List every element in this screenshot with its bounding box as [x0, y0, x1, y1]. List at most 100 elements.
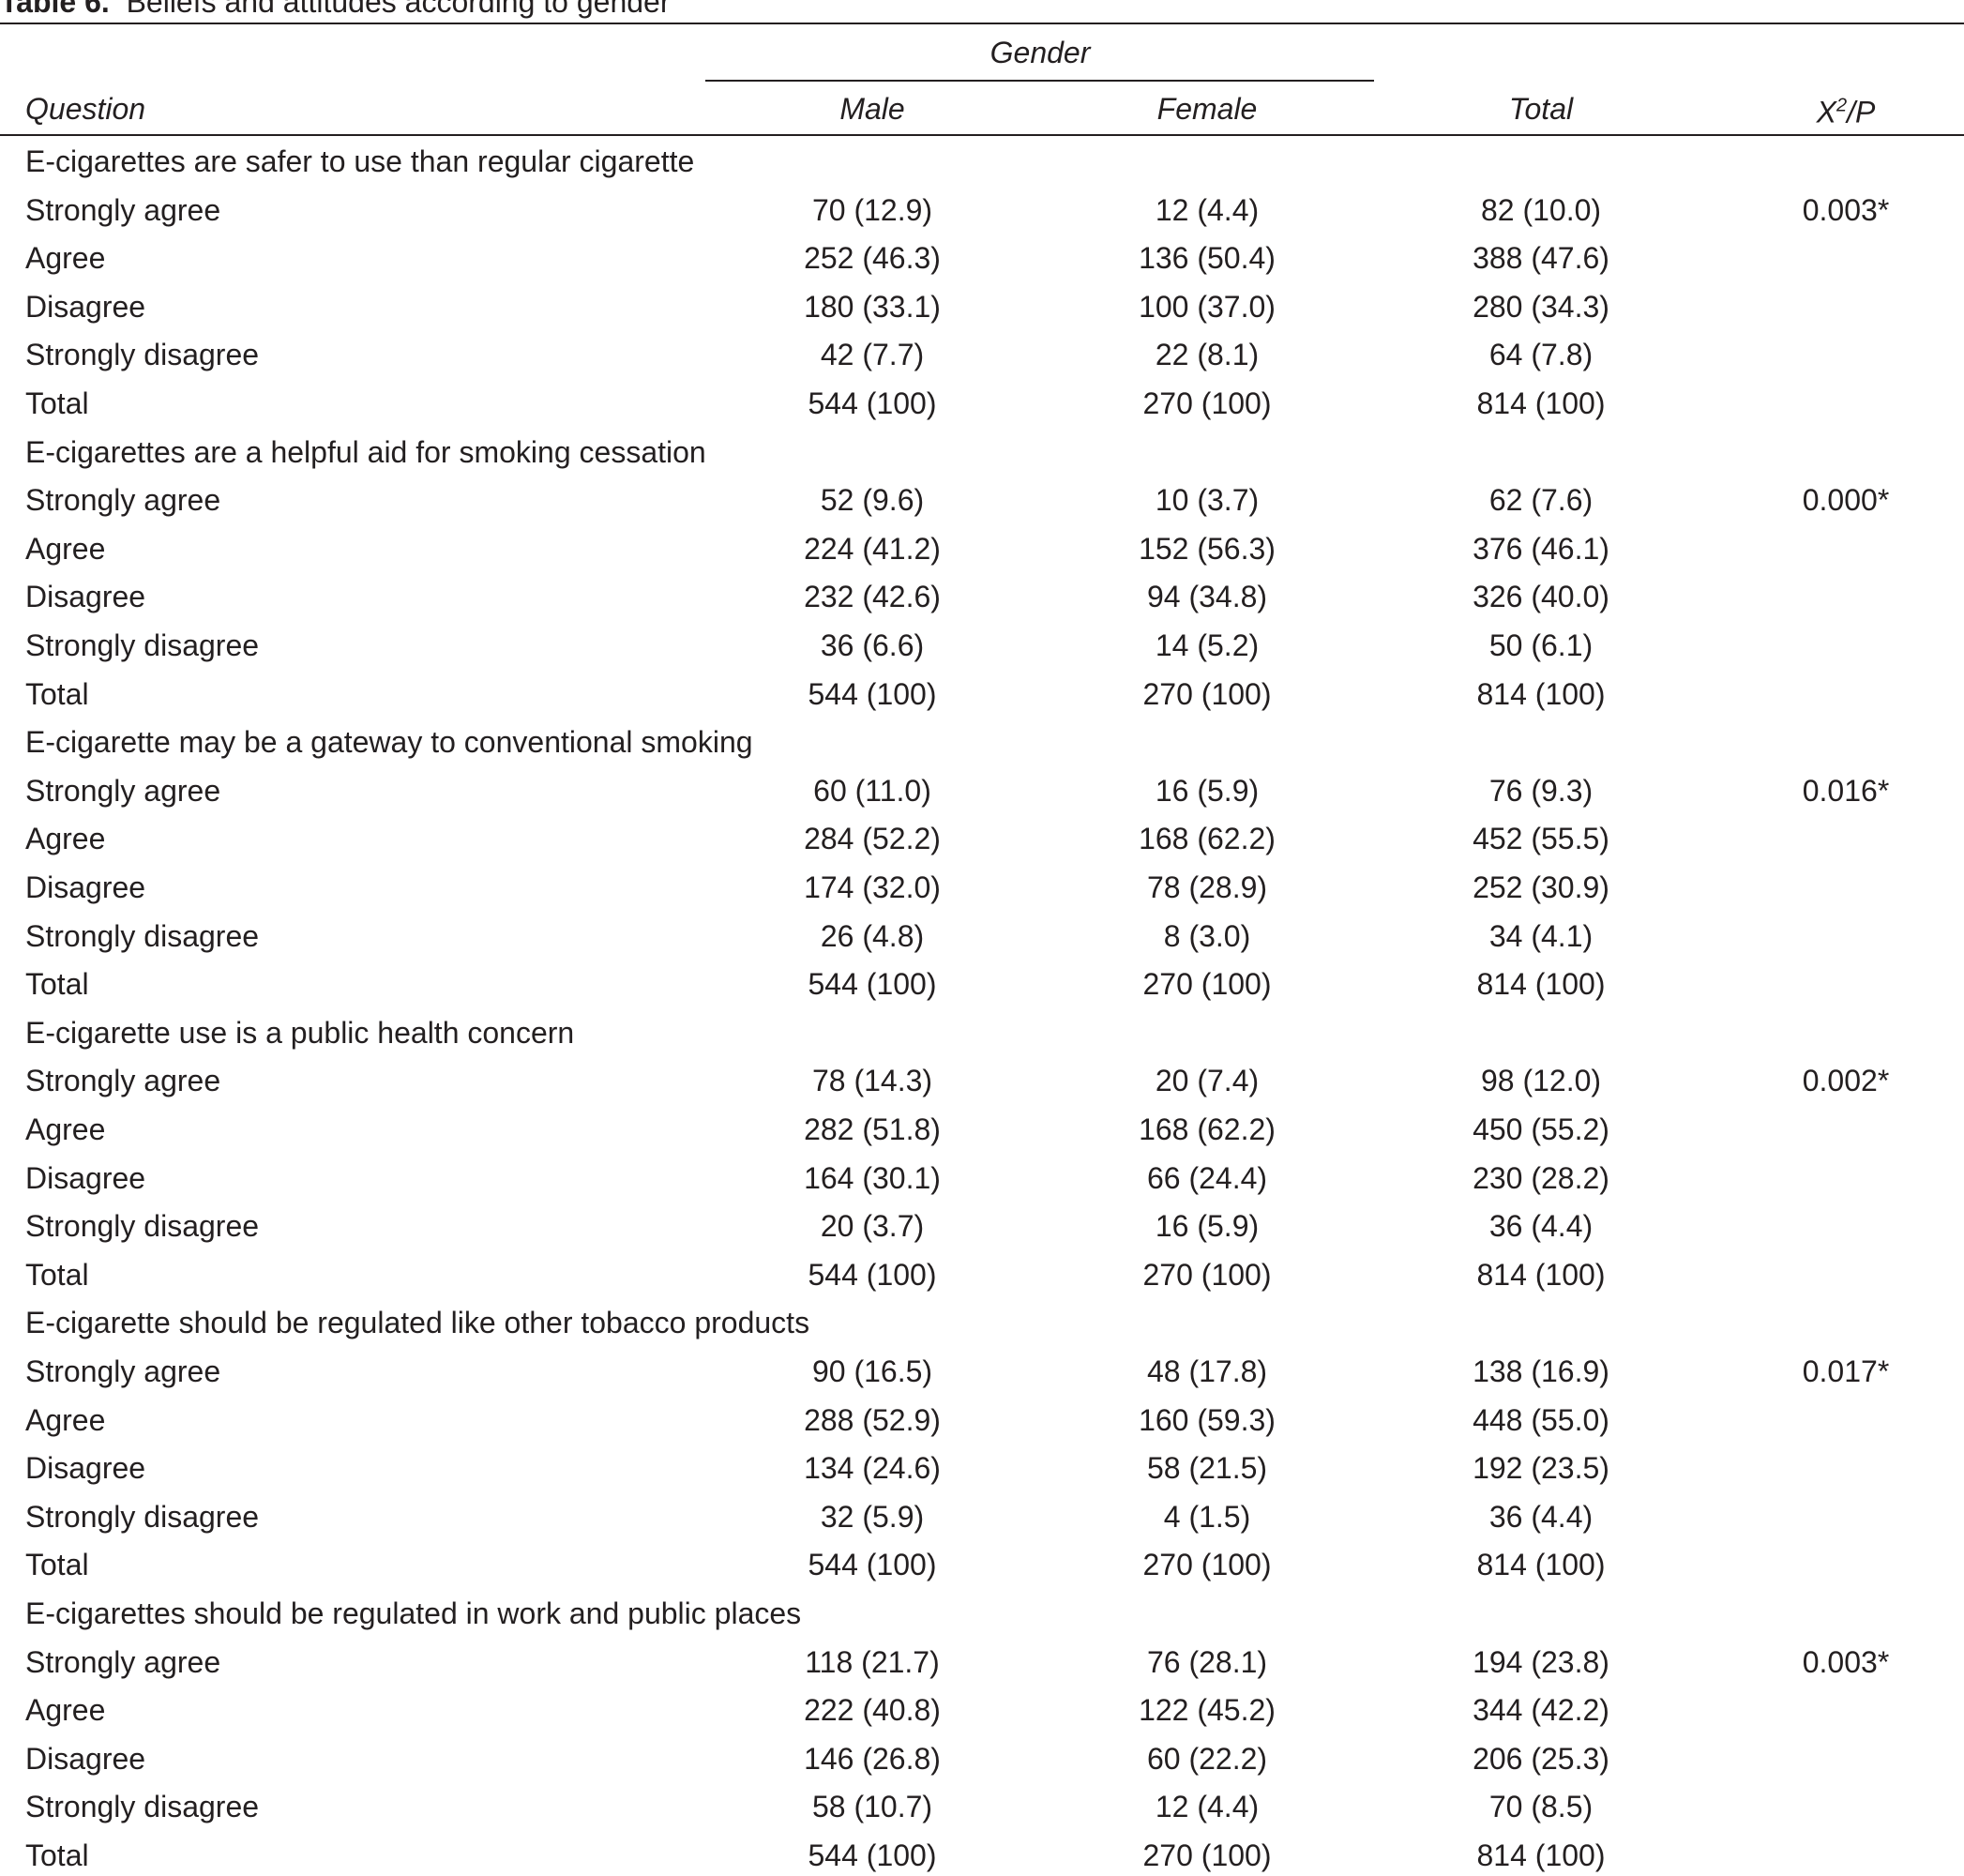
- row-label: Strongly agree: [25, 773, 221, 808]
- cell: 814 (100): [1476, 676, 1606, 711]
- title-text: Beliefs and attitudes according to gende…: [126, 0, 671, 19]
- p-value: 0.017*: [1802, 1354, 1890, 1388]
- cell: 160 (59.3): [1139, 1402, 1276, 1437]
- row-label: Total: [25, 1257, 89, 1292]
- cell: 814 (100): [1476, 1257, 1606, 1292]
- cell: 270 (100): [1142, 1838, 1272, 1872]
- cell: 168 (62.2): [1139, 822, 1276, 856]
- cell: 288 (52.9): [804, 1402, 941, 1437]
- row-label: Strongly disagree: [25, 1499, 260, 1534]
- cell: 136 (50.4): [1139, 241, 1276, 276]
- cell: 8 (3.0): [1163, 918, 1251, 953]
- cell: 12 (4.4): [1155, 1790, 1260, 1824]
- cell: 168 (62.2): [1139, 1112, 1276, 1146]
- cell: 64 (7.8): [1488, 338, 1594, 372]
- cell: 58 (21.5): [1146, 1451, 1268, 1486]
- cell: 252 (30.9): [1473, 870, 1609, 904]
- cell: 118 (21.7): [805, 1644, 940, 1679]
- cell: 60 (22.2): [1146, 1741, 1268, 1776]
- column-header: Female: [1156, 92, 1258, 126]
- row-label: Strongly disagree: [25, 628, 260, 662]
- cell: 270 (100): [1142, 967, 1272, 1002]
- stat-sup: 2: [1836, 95, 1848, 116]
- cell: 814 (100): [1476, 1548, 1606, 1582]
- cell: 284 (52.2): [804, 822, 941, 856]
- row-label: Agree: [25, 531, 106, 566]
- row-label: Agree: [25, 822, 106, 856]
- cell: 100 (37.0): [1139, 289, 1276, 324]
- row-label: Disagree: [25, 289, 146, 324]
- row-label: Strongly disagree: [25, 338, 260, 372]
- question-text: E-cigarettes are a helpful aid for smoki…: [25, 434, 706, 469]
- cell: 452 (55.5): [1473, 822, 1609, 856]
- cell: 26 (4.8): [820, 918, 925, 953]
- cell: 12 (4.4): [1155, 192, 1260, 227]
- cell: 10 (3.7): [1155, 483, 1260, 518]
- cell: 544 (100): [808, 1838, 937, 1872]
- cell: 14 (5.2): [1155, 628, 1260, 662]
- cell: 252 (46.3): [804, 241, 941, 276]
- cell: 180 (33.1): [804, 289, 941, 324]
- cell: 152 (56.3): [1139, 531, 1276, 566]
- row-label: Agree: [25, 1402, 106, 1437]
- cell: 52 (9.6): [820, 483, 925, 518]
- cell: 544 (100): [808, 1257, 937, 1292]
- row-label: Strongly agree: [25, 1644, 221, 1679]
- cell: 174 (32.0): [804, 870, 941, 904]
- cell: 814 (100): [1476, 1838, 1606, 1872]
- stat-rest: /P: [1847, 95, 1876, 129]
- question-text: E-cigarette may be a gateway to conventi…: [25, 725, 753, 760]
- row-label: Strongly disagree: [25, 918, 260, 953]
- group-header: Gender: [990, 36, 1091, 69]
- cell: 270 (100): [1142, 386, 1272, 420]
- cell: 78 (28.9): [1146, 870, 1268, 904]
- question-text: E-cigarette use is a public health conce…: [25, 1015, 575, 1050]
- row-label: Total: [25, 676, 89, 711]
- cell: 122 (45.2): [1139, 1693, 1276, 1728]
- cell: 16 (5.9): [1155, 1209, 1260, 1244]
- column-header: Question: [25, 92, 146, 126]
- cell: 90 (16.5): [811, 1354, 933, 1388]
- cell: 20 (7.4): [1155, 1064, 1260, 1098]
- row-label: Agree: [25, 241, 106, 276]
- cell: 232 (42.6): [804, 580, 941, 614]
- top-rule: [0, 23, 1964, 24]
- cell: 270 (100): [1142, 1548, 1272, 1582]
- row-label: Disagree: [25, 1160, 146, 1195]
- row-label: Strongly disagree: [25, 1790, 260, 1824]
- cell: 60 (11.0): [813, 773, 931, 808]
- row-label: Disagree: [25, 1451, 146, 1486]
- cell: 164 (30.1): [804, 1160, 941, 1195]
- row-label: Total: [25, 967, 89, 1002]
- cell: 58 (10.7): [811, 1790, 933, 1824]
- cell: 282 (51.8): [804, 1112, 941, 1146]
- p-value: 0.000*: [1802, 483, 1890, 518]
- question-text: E-cigarettes should be regulated in work…: [25, 1596, 802, 1630]
- cell: 36 (4.4): [1488, 1499, 1594, 1534]
- row-label: Agree: [25, 1112, 106, 1146]
- row-label: Total: [25, 1838, 89, 1872]
- row-label: Total: [25, 1548, 89, 1582]
- cell: 48 (17.8): [1146, 1354, 1268, 1388]
- cell: 146 (26.8): [804, 1741, 941, 1776]
- cell: 78 (14.3): [811, 1064, 933, 1098]
- cell: 98 (12.0): [1480, 1064, 1602, 1098]
- cell: 70 (8.5): [1488, 1790, 1594, 1824]
- row-label: Strongly agree: [25, 192, 221, 227]
- cell: 4 (1.5): [1163, 1499, 1251, 1534]
- cell: 280 (34.3): [1473, 289, 1609, 324]
- row-label: Strongly agree: [25, 1064, 221, 1098]
- cell: 36 (4.4): [1488, 1209, 1594, 1244]
- p-value: 0.016*: [1802, 773, 1890, 808]
- cell: 134 (24.6): [804, 1451, 941, 1486]
- cell: 22 (8.1): [1155, 338, 1260, 372]
- cell: 224 (41.2): [804, 531, 941, 566]
- cell: 544 (100): [808, 1548, 937, 1582]
- cell: 32 (5.9): [820, 1499, 925, 1534]
- question-text: E-cigarettes are safer to use than regul…: [25, 144, 695, 178]
- cell: 194 (23.8): [1473, 1644, 1609, 1679]
- cell: 138 (16.9): [1473, 1354, 1609, 1388]
- cell: 544 (100): [808, 386, 937, 420]
- cell: 94 (34.8): [1146, 580, 1268, 614]
